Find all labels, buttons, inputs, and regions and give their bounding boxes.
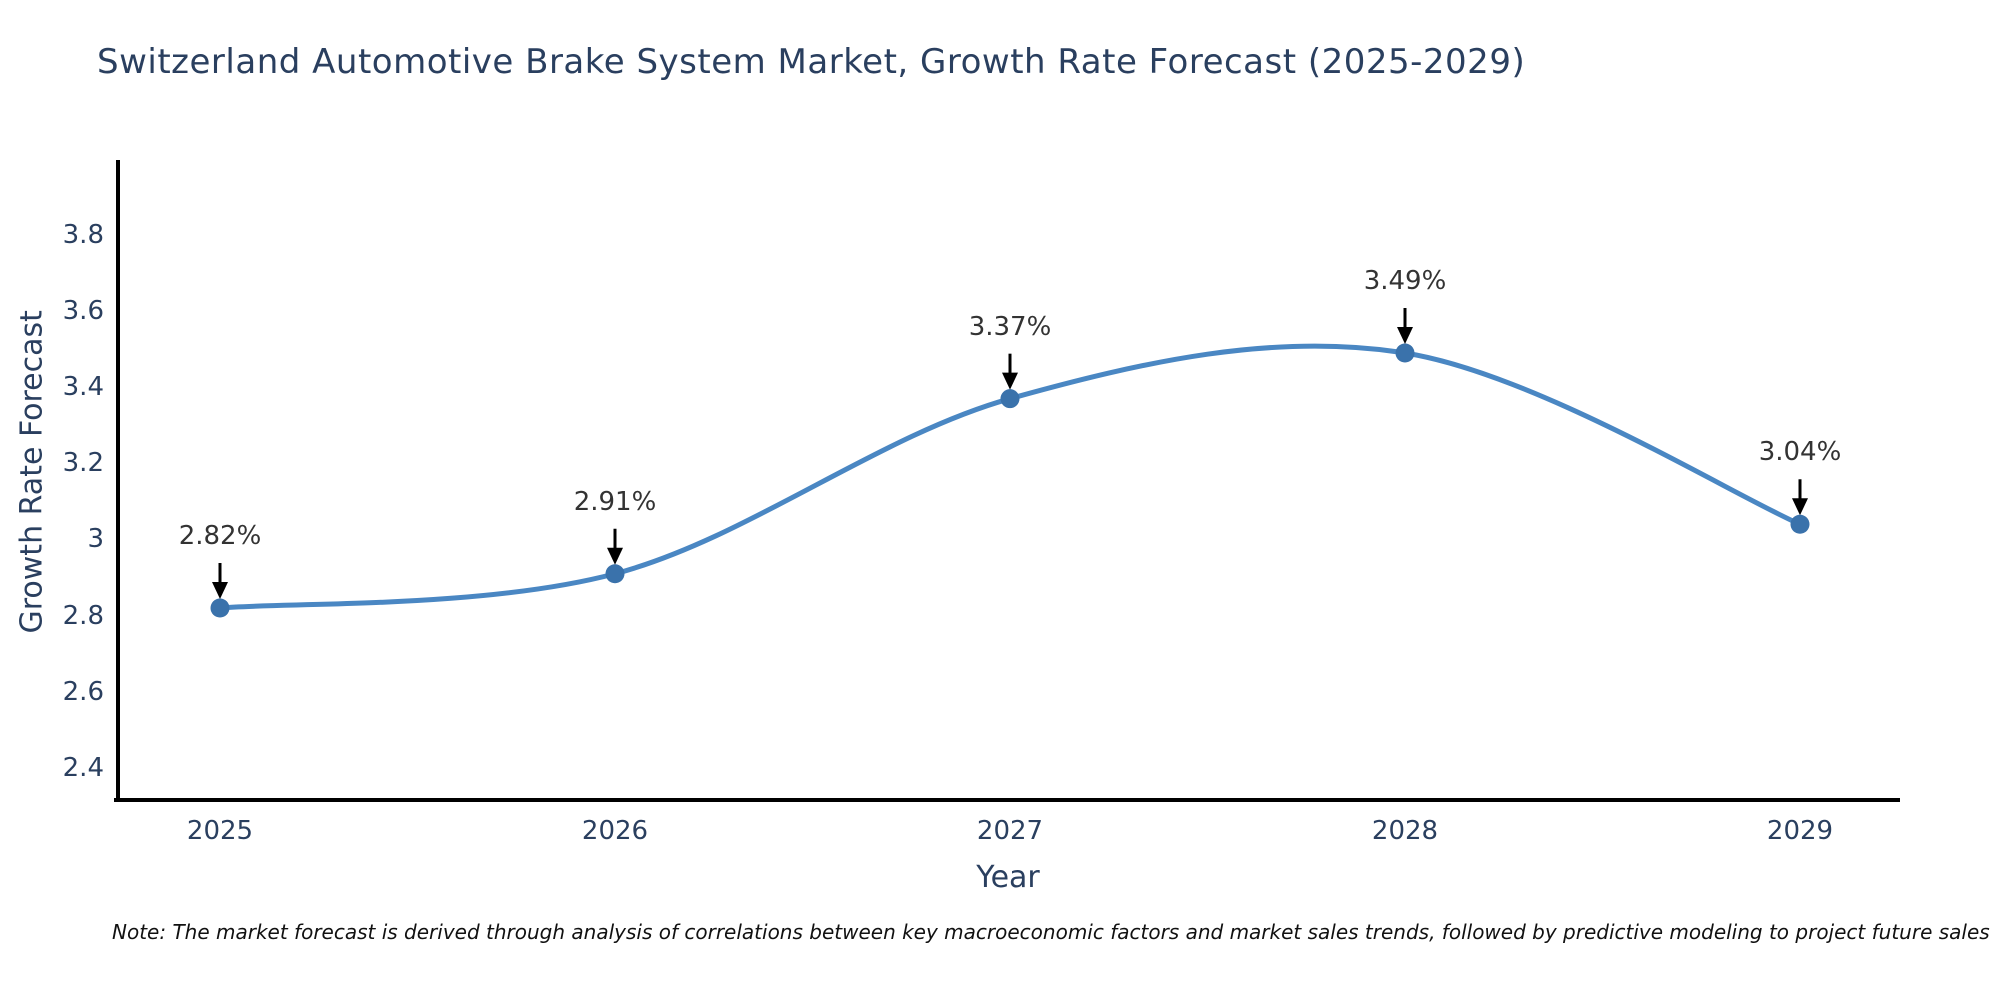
data-point-marker: [210, 598, 230, 618]
y-tick-label: 2.4: [62, 752, 104, 783]
footnote: Note: The market forecast is derived thr…: [112, 920, 1990, 944]
x-tick-label: 2025: [186, 816, 254, 846]
y-tick-label: 3.2: [62, 448, 104, 479]
annotation-arrow-head: [1002, 372, 1018, 390]
point-label: 2.91%: [573, 486, 657, 517]
y-tick-label: 3.8: [62, 220, 104, 250]
y-tick-label: 2.8: [62, 600, 104, 631]
point-label: 3.04%: [1758, 437, 1842, 468]
x-tick-label: 2029: [1766, 816, 1834, 846]
x-tick-label: 2026: [581, 816, 649, 846]
point-label: 3.49%: [1363, 265, 1447, 296]
point-label: 3.37%: [968, 311, 1052, 342]
point-label: 2.82%: [178, 521, 262, 551]
x-axis-title: Year: [976, 860, 1040, 895]
y-tick-label: 3.4: [62, 372, 104, 403]
annotation-arrow-head: [1397, 326, 1413, 344]
annotation-arrow-head: [607, 547, 623, 565]
data-point-marker: [1790, 514, 1810, 534]
x-tick-label: 2027: [976, 816, 1044, 846]
chart-title: Switzerland Automotive Brake System Mark…: [97, 42, 1526, 82]
data-point-marker: [1000, 389, 1020, 409]
y-tick-label: 3: [87, 524, 104, 555]
annotation-arrow-head: [1792, 498, 1808, 516]
data-point-marker: [605, 564, 625, 584]
data-point-marker: [1395, 343, 1415, 363]
y-tick-label: 2.6: [62, 676, 104, 707]
annotation-arrow-head: [212, 582, 228, 599]
x-tick-label: 2028: [1371, 816, 1439, 846]
y-tick-label: 3.6: [62, 296, 104, 327]
